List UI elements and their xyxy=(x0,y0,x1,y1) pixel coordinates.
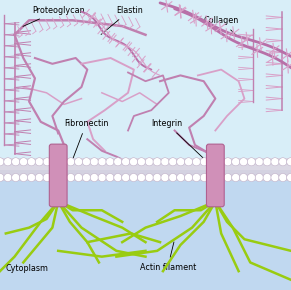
Circle shape xyxy=(216,158,224,166)
Circle shape xyxy=(153,158,161,166)
Circle shape xyxy=(161,173,169,182)
Circle shape xyxy=(122,173,130,182)
Circle shape xyxy=(19,158,28,166)
Circle shape xyxy=(247,158,255,166)
Circle shape xyxy=(161,158,169,166)
Text: Integrin: Integrin xyxy=(151,119,210,165)
Circle shape xyxy=(98,158,106,166)
Circle shape xyxy=(279,158,287,166)
Circle shape xyxy=(137,173,146,182)
Circle shape xyxy=(263,158,271,166)
Circle shape xyxy=(153,173,161,182)
Circle shape xyxy=(177,158,185,166)
Circle shape xyxy=(216,173,224,182)
Circle shape xyxy=(106,158,114,166)
Circle shape xyxy=(43,158,51,166)
Circle shape xyxy=(74,173,83,182)
Circle shape xyxy=(59,158,67,166)
Circle shape xyxy=(184,173,193,182)
Circle shape xyxy=(114,158,122,166)
Text: Fibronectin: Fibronectin xyxy=(64,119,108,164)
Bar xyxy=(0,170,291,290)
Circle shape xyxy=(255,173,263,182)
Circle shape xyxy=(98,173,106,182)
Circle shape xyxy=(67,158,75,166)
Circle shape xyxy=(90,158,98,166)
Text: Collagen: Collagen xyxy=(204,16,239,36)
Circle shape xyxy=(239,173,248,182)
Circle shape xyxy=(12,173,20,182)
Text: Elastin: Elastin xyxy=(101,6,143,35)
Circle shape xyxy=(208,158,216,166)
Circle shape xyxy=(239,158,248,166)
Circle shape xyxy=(129,173,138,182)
Circle shape xyxy=(51,173,59,182)
Circle shape xyxy=(287,158,291,166)
Circle shape xyxy=(263,173,271,182)
Bar xyxy=(0,0,291,170)
Circle shape xyxy=(192,158,200,166)
Circle shape xyxy=(12,158,20,166)
Circle shape xyxy=(232,158,240,166)
Circle shape xyxy=(74,158,83,166)
Circle shape xyxy=(271,173,279,182)
Circle shape xyxy=(82,158,91,166)
Circle shape xyxy=(232,173,240,182)
Circle shape xyxy=(129,158,138,166)
Circle shape xyxy=(279,173,287,182)
Text: Proteoglycan: Proteoglycan xyxy=(23,6,85,26)
Circle shape xyxy=(106,173,114,182)
Bar xyxy=(0,158,291,181)
Circle shape xyxy=(145,173,153,182)
Circle shape xyxy=(0,173,4,182)
Circle shape xyxy=(59,173,67,182)
Circle shape xyxy=(4,158,12,166)
Circle shape xyxy=(224,158,232,166)
Circle shape xyxy=(82,173,91,182)
Circle shape xyxy=(224,173,232,182)
FancyBboxPatch shape xyxy=(206,144,224,207)
Circle shape xyxy=(184,158,193,166)
Circle shape xyxy=(122,158,130,166)
Circle shape xyxy=(192,173,200,182)
Circle shape xyxy=(200,158,208,166)
Circle shape xyxy=(67,173,75,182)
Circle shape xyxy=(51,158,59,166)
Circle shape xyxy=(90,173,98,182)
Circle shape xyxy=(27,158,36,166)
Circle shape xyxy=(19,173,28,182)
Circle shape xyxy=(177,173,185,182)
Circle shape xyxy=(27,173,36,182)
Circle shape xyxy=(114,173,122,182)
Circle shape xyxy=(0,158,4,166)
Circle shape xyxy=(137,158,146,166)
Text: Actin filament: Actin filament xyxy=(140,242,196,272)
Circle shape xyxy=(169,173,177,182)
Circle shape xyxy=(287,173,291,182)
Circle shape xyxy=(145,158,153,166)
FancyBboxPatch shape xyxy=(49,144,67,207)
Circle shape xyxy=(43,173,51,182)
Circle shape xyxy=(35,158,43,166)
Circle shape xyxy=(200,173,208,182)
Circle shape xyxy=(255,158,263,166)
Circle shape xyxy=(35,173,43,182)
Text: Cytoplasm: Cytoplasm xyxy=(6,264,49,273)
Circle shape xyxy=(4,173,12,182)
Circle shape xyxy=(247,173,255,182)
Circle shape xyxy=(208,173,216,182)
Circle shape xyxy=(271,158,279,166)
Circle shape xyxy=(169,158,177,166)
